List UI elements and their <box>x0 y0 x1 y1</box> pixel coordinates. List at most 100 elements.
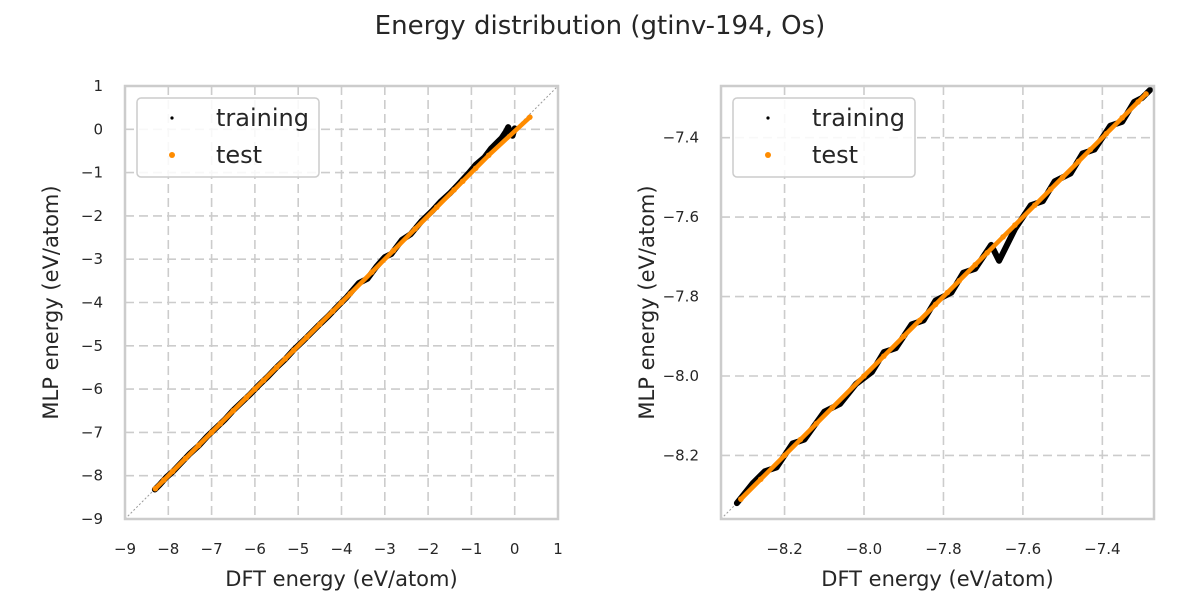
test-point <box>861 373 867 379</box>
test-point <box>956 277 963 284</box>
x-tick-label: −7.4 <box>1084 540 1120 558</box>
y-tick-label: −8.0 <box>663 367 699 385</box>
test-point <box>330 308 336 314</box>
test-point <box>932 301 939 308</box>
test-point <box>182 455 189 462</box>
test-point <box>347 291 353 297</box>
y-tick-label: −5 <box>81 337 103 355</box>
test-point <box>900 333 907 340</box>
test-point <box>291 347 297 353</box>
x-tick-label: −4 <box>330 540 352 558</box>
legend-box <box>136 97 320 178</box>
test-point <box>1075 158 1082 165</box>
x-tick-label: −5 <box>287 540 309 558</box>
test-point <box>304 334 310 340</box>
training-point <box>735 501 739 505</box>
test-point <box>485 152 492 159</box>
legend-marker-test <box>169 152 175 158</box>
test-point <box>797 436 804 443</box>
x-tick-label: −3 <box>374 540 396 558</box>
test-point <box>317 321 323 327</box>
training-point <box>506 125 510 129</box>
test-point <box>944 289 951 296</box>
x-tick-label: −7.8 <box>925 540 961 558</box>
y-tick-label: −4 <box>81 294 103 312</box>
test-point <box>1047 186 1054 193</box>
x-tick-label: −7.6 <box>1005 540 1041 558</box>
figure-title: Energy distribution (gtinv-194, Os) <box>375 11 826 41</box>
test-point <box>972 261 979 268</box>
y-axis-label: MLP energy (eV/atom) <box>39 185 63 419</box>
y-tick-label: −7.8 <box>663 288 699 306</box>
legend: training test <box>136 97 320 178</box>
legend-box <box>732 97 916 178</box>
legend-marker-training <box>766 116 770 120</box>
test-point <box>230 407 237 414</box>
y-tick-label: −6 <box>81 380 103 398</box>
training-point <box>997 259 1001 263</box>
test-point <box>338 299 345 306</box>
test-point <box>152 485 159 492</box>
test-point <box>1032 202 1038 208</box>
scatter-panel-2: −8.2 −8.0 −7.8 −7.6 −7.4 −8.2 −8.0 −7.8 −7.6 −7.4… <box>635 84 1156 591</box>
test-point <box>1087 146 1094 153</box>
scatter-panel-1: −9 −8 −7 −6 −5 −4 −3 −2 −1 0 1 −9 −8 −7 −6 −5 −4 −3 −2 −1 0 1… <box>39 77 563 591</box>
y-tick-label: −7 <box>81 423 103 441</box>
x-tick-label: −8 <box>157 540 179 558</box>
test-point <box>282 355 289 362</box>
test-point <box>161 477 167 483</box>
test-point <box>451 187 457 193</box>
y-tick-label: −7.6 <box>663 208 699 226</box>
y-tick-label: −8.2 <box>663 446 699 464</box>
test-point <box>273 364 280 371</box>
test-point <box>472 165 479 172</box>
x-tick-label: −6 <box>244 540 266 558</box>
test-point <box>984 250 990 256</box>
x-axis-label: DFT energy (eV/atom) <box>821 567 1053 591</box>
y-tick-label: −1 <box>81 164 103 182</box>
test-density-band <box>738 91 1149 502</box>
x-tick-label: −8.0 <box>846 540 882 558</box>
legend-label-test: test <box>812 141 858 169</box>
legend: training test <box>732 97 916 178</box>
training-point <box>1148 88 1152 92</box>
test-point <box>208 429 215 436</box>
test-point <box>1119 114 1126 121</box>
legend-marker-test <box>765 152 771 158</box>
x-tick-label: 1 <box>553 540 563 558</box>
test-point <box>1135 99 1141 105</box>
y-tick-label: −8 <box>81 467 103 485</box>
test-point <box>1000 234 1006 240</box>
test-point <box>252 386 258 392</box>
training-point <box>504 129 508 133</box>
test-point <box>243 394 250 401</box>
test-point <box>260 377 267 384</box>
test-point <box>1059 174 1066 181</box>
plot-frame <box>719 84 1156 521</box>
training-point <box>495 140 499 144</box>
test-point <box>813 420 820 427</box>
test-point <box>390 247 397 254</box>
series-test <box>152 114 533 492</box>
test-point <box>781 452 788 459</box>
y-axis-label: MLP energy (eV/atom) <box>635 185 659 419</box>
y-tick-label: −9 <box>81 510 103 528</box>
x-tick-label: −2 <box>417 540 439 558</box>
y-tick-label: 1 <box>93 77 103 95</box>
test-point <box>916 317 923 324</box>
plot-frame <box>123 84 560 521</box>
legend-label-training: training <box>812 104 905 132</box>
legend-label-test: test <box>216 141 262 169</box>
test-point <box>757 476 764 483</box>
test-point <box>1143 91 1149 97</box>
test-density-band <box>153 114 533 491</box>
series-test <box>738 91 1149 502</box>
y-tick-label: −7.4 <box>663 129 699 147</box>
test-point <box>433 204 440 211</box>
x-tick-label: −7 <box>201 540 223 558</box>
test-point <box>829 404 836 411</box>
test-point <box>369 269 375 275</box>
x-tick-label: −8.2 <box>766 540 802 558</box>
test-point <box>195 442 202 449</box>
